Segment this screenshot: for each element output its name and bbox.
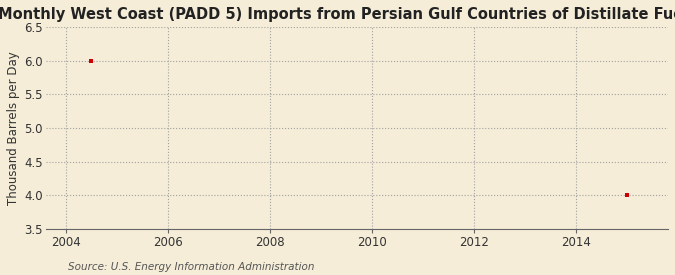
Title: Monthly West Coast (PADD 5) Imports from Persian Gulf Countries of Distillate Fu: Monthly West Coast (PADD 5) Imports from… [0, 7, 675, 22]
Y-axis label: Thousand Barrels per Day: Thousand Barrels per Day [7, 51, 20, 205]
Text: Source: U.S. Energy Information Administration: Source: U.S. Energy Information Administ… [68, 262, 314, 272]
